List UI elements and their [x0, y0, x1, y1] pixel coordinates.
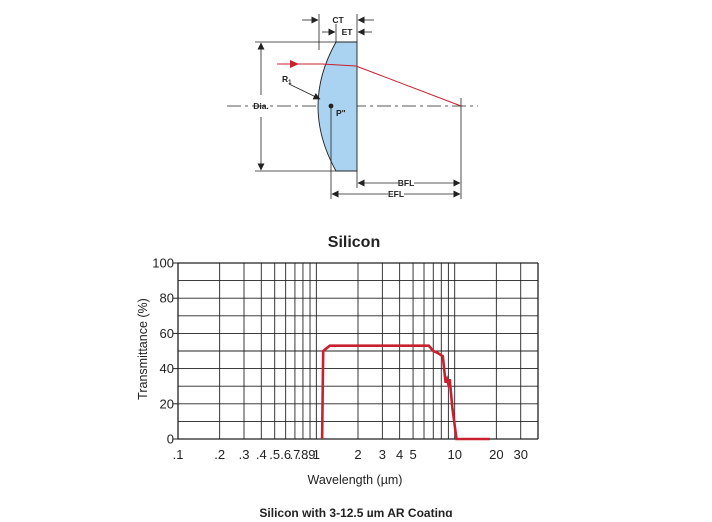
x-tick-label: .6 — [280, 447, 291, 462]
r1-leader — [288, 83, 321, 100]
et-label: ET — [342, 27, 354, 37]
principal-point — [328, 103, 334, 109]
transmission-series-line — [320, 344, 490, 441]
y-tick-label: 80 — [160, 291, 174, 306]
lens-diagram: Dia. CT ET R1 P" BFL EFL — [227, 14, 478, 199]
y-tick-label: 100 — [152, 256, 174, 271]
ct-label: CT — [332, 15, 344, 25]
x-tick-label: 30 — [513, 447, 527, 462]
x-tick-label: 10 — [447, 447, 461, 462]
x-tick-label: .2 — [214, 447, 225, 462]
x-tick-label: 20 — [489, 447, 503, 462]
x-tick-label: 2 — [354, 447, 361, 462]
y-axis-title: Transmittance (%) — [136, 298, 150, 400]
x-axis-title: Wavelength (µm) — [308, 473, 403, 487]
x-tick-label: 4 — [396, 447, 403, 462]
y-tick-labels: 0 20 40 60 80 100 — [152, 256, 174, 447]
x-tick-label: 3 — [379, 447, 386, 462]
x-tick-label: .5 — [269, 447, 280, 462]
y-tick-label: 40 — [160, 361, 174, 376]
x-tick-label: .1 — [173, 447, 184, 462]
x-tick-label: .8 — [298, 447, 309, 462]
x-tick-labels: .1 .2 .3 .4.5.6.7.8.91 2 3 4 5 10 20 30 — [173, 447, 528, 462]
x-tick-label: .3 — [239, 447, 250, 462]
r1-label: R1 — [282, 74, 292, 86]
dia-label: Dia. — [253, 101, 269, 111]
x-tick-label: .9 — [305, 447, 316, 462]
chart-grid — [173, 262, 539, 440]
light-ray — [277, 63, 462, 107]
y-tick-label: 60 — [160, 326, 174, 341]
x-tick-label: .4 — [256, 447, 267, 462]
chart-title: Silicon — [328, 234, 380, 251]
x-tick-label: .7 — [289, 447, 300, 462]
y-tick-label: 20 — [160, 396, 174, 411]
y-tick-label: 0 — [167, 432, 174, 447]
series-group — [320, 344, 490, 441]
lens-shape — [317, 41, 358, 172]
bfl-label: BFL — [398, 178, 415, 188]
x-tick-label: 1 — [313, 447, 320, 462]
figure-caption: Silicon with 3-12.5 µm AR Coating — [259, 506, 453, 517]
principal-point-label: P" — [336, 108, 346, 118]
efl-label: EFL — [388, 189, 404, 199]
x-tick-label: 5 — [409, 447, 416, 462]
